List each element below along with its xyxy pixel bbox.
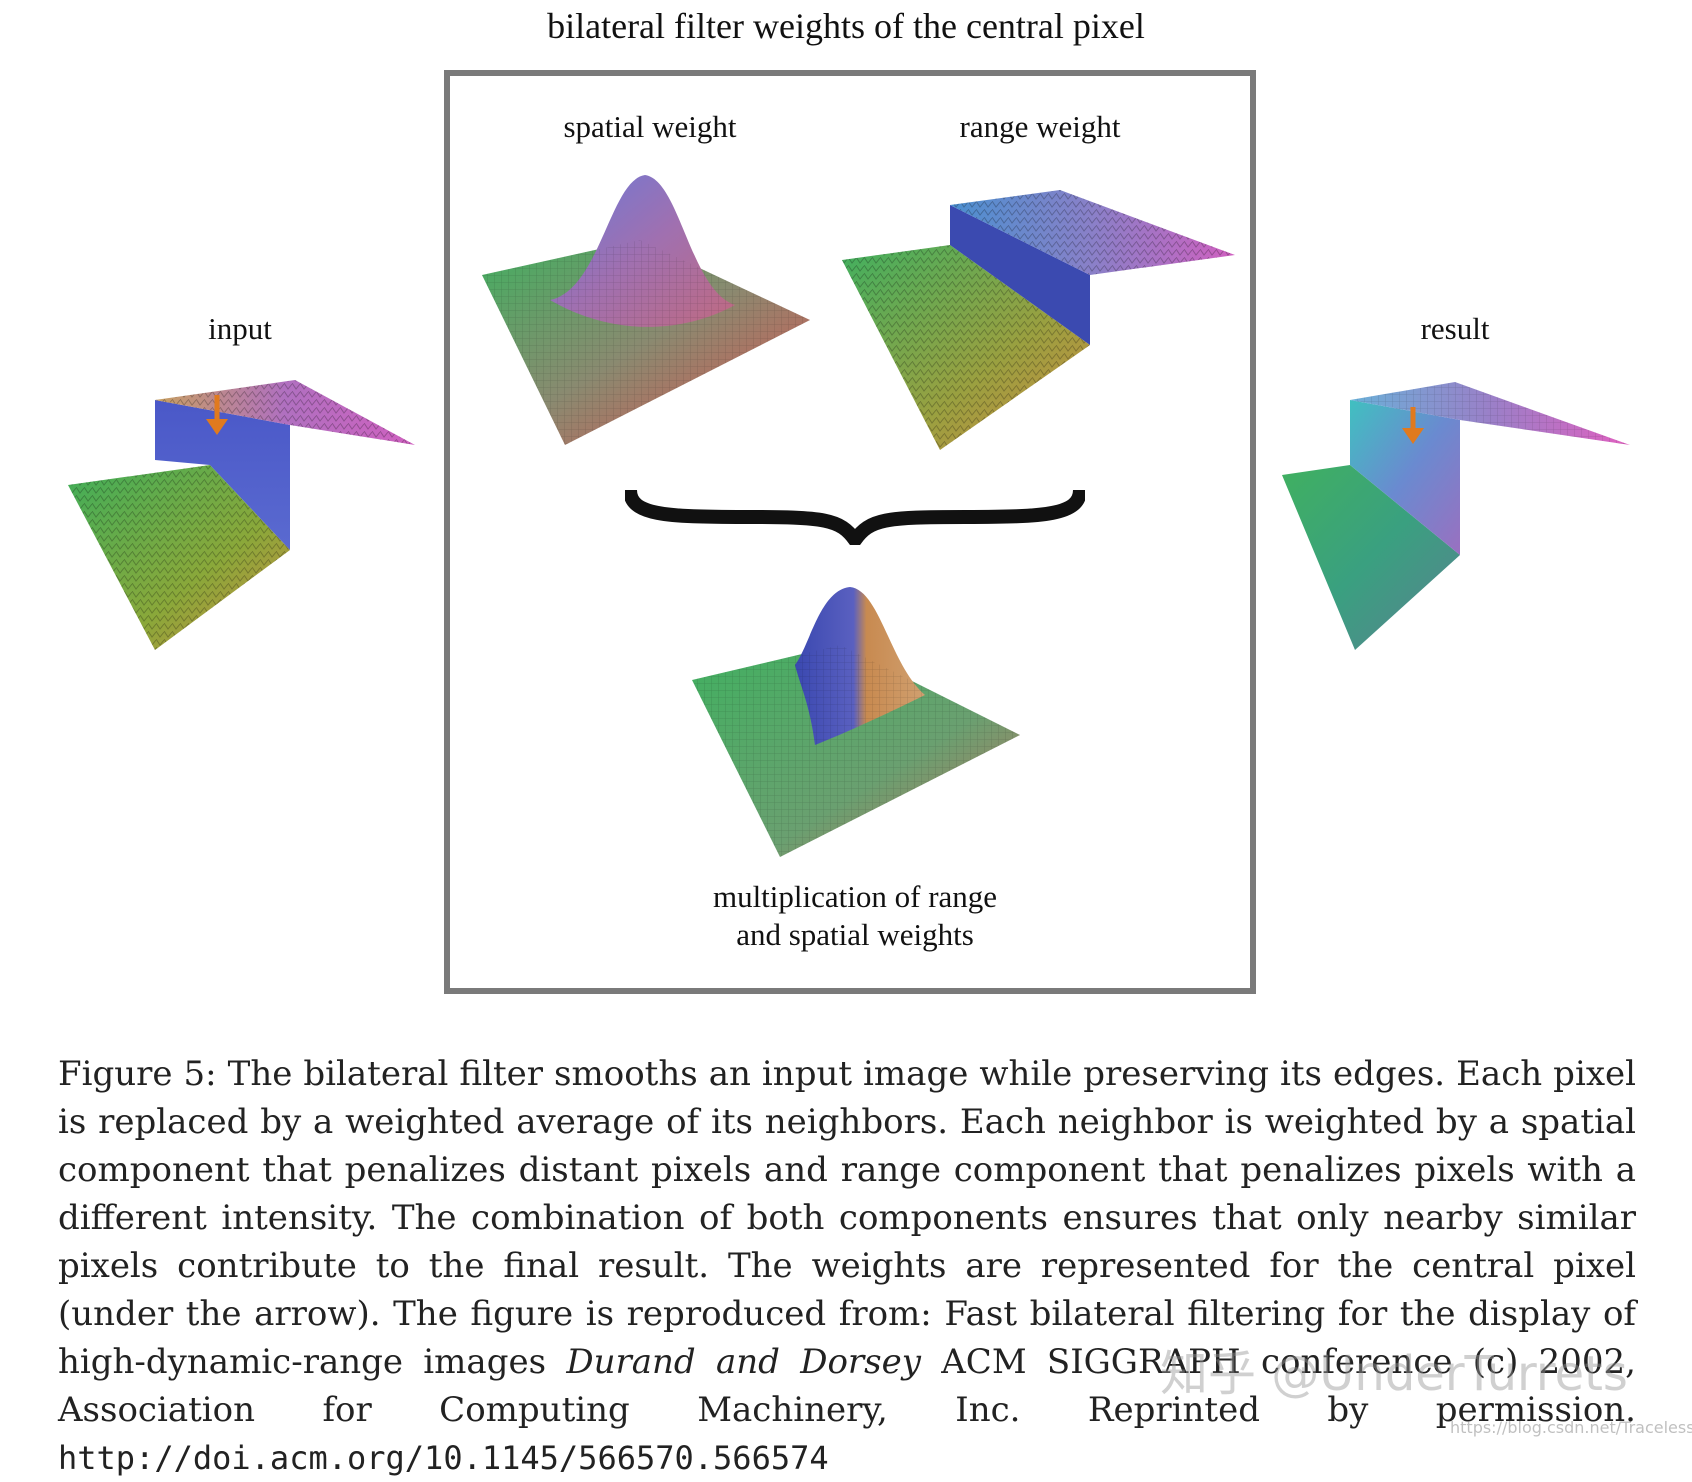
weights-panel-frame bbox=[444, 70, 1256, 994]
range-weight-plot bbox=[842, 190, 1235, 450]
figure-caption: Figure 5: The bilateral filter smooths a… bbox=[58, 1050, 1636, 1482]
input-label: input bbox=[208, 311, 272, 346]
input-surface-plot bbox=[68, 380, 415, 650]
figure-title: bilateral filter weights of the central … bbox=[547, 6, 1145, 46]
watermark-text: 知乎 @UnderTurrets bbox=[1160, 1346, 1628, 1402]
product-label-line1: multiplication of range bbox=[712, 879, 998, 914]
product-weight-plot bbox=[692, 587, 1020, 857]
range-weight-label: range weight bbox=[959, 109, 1121, 144]
combine-brace-icon bbox=[625, 489, 1085, 545]
result-low-plateau bbox=[1282, 465, 1460, 650]
range-step-wall bbox=[950, 205, 1090, 345]
result-step-wall bbox=[1350, 400, 1460, 555]
watermark-url: https://blog.csdn.net/TracelessLe bbox=[1450, 1418, 1692, 1437]
input-step-wall bbox=[155, 400, 290, 550]
spatial-weight-plot bbox=[482, 175, 810, 445]
spatial-weight-label: spatial weight bbox=[563, 109, 737, 144]
result-label: result bbox=[1420, 311, 1490, 346]
result-arrow-icon bbox=[1402, 407, 1424, 444]
caption-doi-link[interactable]: http://doi.acm.org/10.1145/566570.566574 bbox=[58, 1439, 829, 1477]
input-arrow-icon bbox=[206, 395, 228, 435]
caption-authors: Durand and Dorsey bbox=[566, 1342, 921, 1382]
caption-venue: ACM SIGGRAPH conference (c) 2002, Associ… bbox=[58, 1342, 1636, 1430]
caption-text: Figure 5: The bilateral filter smooths a… bbox=[58, 1054, 1636, 1382]
product-label-line2: and spatial weights bbox=[736, 917, 974, 952]
result-surface-plot bbox=[1282, 382, 1630, 650]
